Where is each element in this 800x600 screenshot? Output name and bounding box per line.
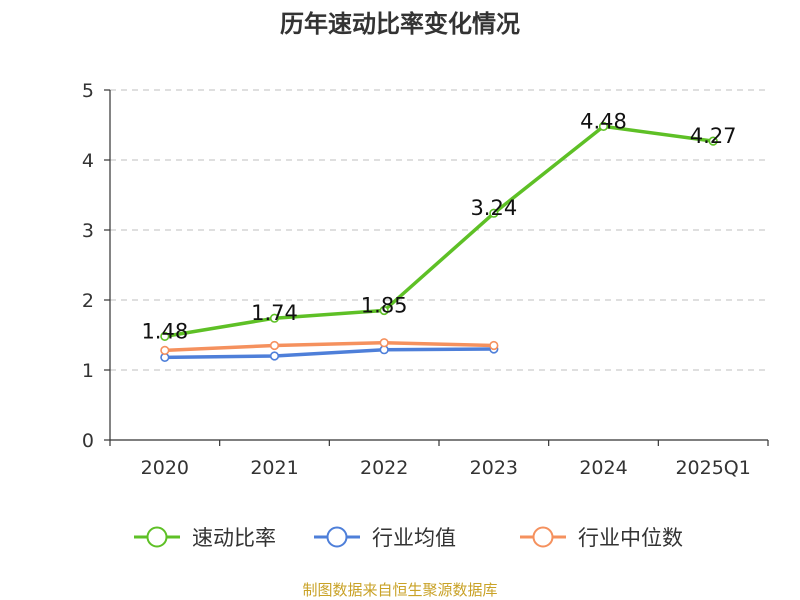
legend-label: 行业中位数 [578,526,683,550]
data-label: 3.24 [470,196,517,220]
y-tick-label: 5 [82,80,94,102]
data-label: 1.48 [141,319,188,343]
data-label-layer: 1.48 1.74 1.85 3.24 4.48 4.27 [141,109,736,343]
data-point [269,351,280,361]
series-line-0 [163,124,715,339]
data-label: 4.27 [690,124,737,148]
data-point [489,340,499,351]
data-point [160,331,170,342]
data-point [269,313,280,323]
series-line-1 [163,347,496,360]
y-tick-label: 0 [82,430,94,452]
data-point [269,340,280,351]
data-point [708,136,718,146]
data-point [379,338,389,348]
legend-item[interactable]: 速动比率 [134,526,276,550]
legend-item[interactable]: 行业中位数 [520,526,683,550]
chart-title: 历年速动比率变化情况 [280,10,520,38]
x-tick-label: 2025Q1 [675,457,750,479]
legend-label: 行业均值 [372,526,456,550]
y-tick-label: 2 [82,290,94,312]
y-tick-label: 4 [82,150,94,172]
legend-marker [326,526,348,548]
x-tick-label: 2022 [360,457,408,479]
series-layer [160,121,718,363]
data-point [379,305,389,316]
x-tick-label: 2024 [579,457,627,479]
data-label: 4.48 [580,109,627,133]
legend[interactable]: 速动比率 行业均值 行业中位数 [134,526,683,550]
x-tick-label: 2020 [141,457,189,479]
x-tick-label: 2021 [250,457,298,479]
series-line-2 [163,340,496,353]
legend-item[interactable]: 行业均值 [314,526,456,550]
data-point [160,345,170,356]
data-point [489,208,499,218]
source-note: 制图数据来自恒生聚源数据库 [302,581,497,599]
y-tick-label: 3 [82,220,94,242]
y-tick-label: 1 [82,360,94,382]
legend-label: 速动比率 [192,526,276,550]
legend-marker [146,526,168,548]
legend-marker [532,526,554,548]
data-point [598,121,609,131]
axis-layer: 0 1 2 3 4 5 2020 2021 2022 2023 2024 2025Q1 [82,80,769,479]
data-label: 1.74 [251,301,298,325]
data-label: 1.85 [361,294,408,318]
x-tick-label: 2023 [470,457,518,479]
